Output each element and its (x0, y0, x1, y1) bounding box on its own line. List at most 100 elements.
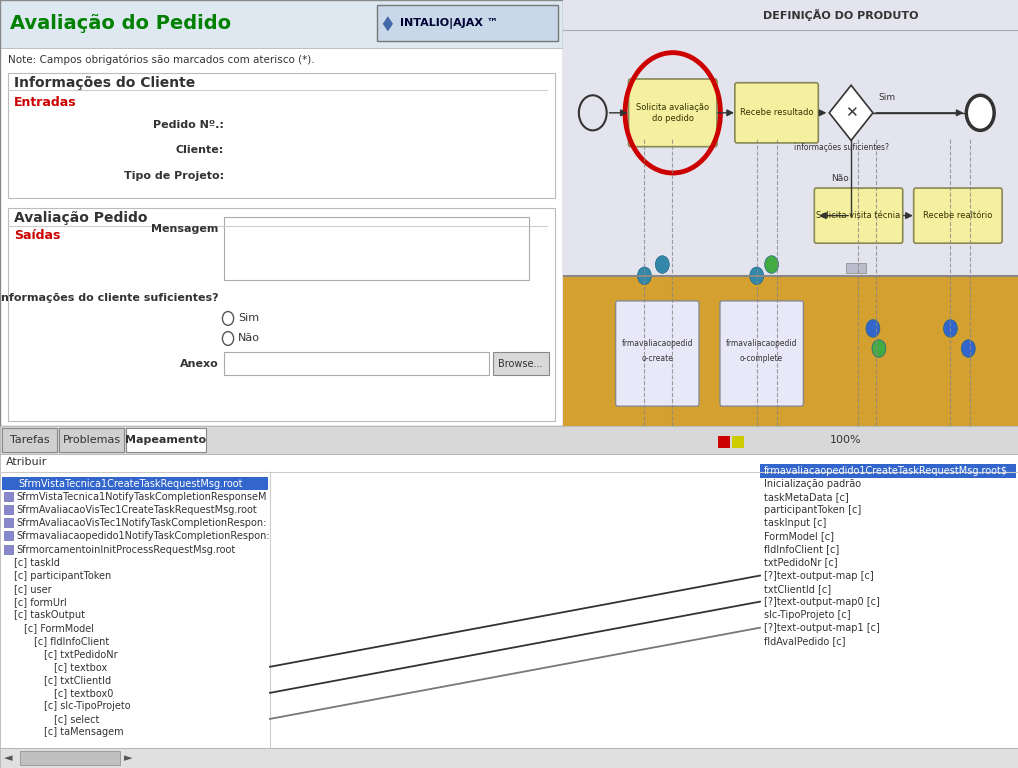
Text: fldAvalPedido [c]: fldAvalPedido [c] (764, 636, 846, 646)
Circle shape (944, 319, 957, 337)
Text: DEFINIÇÃO DO PRODUTO: DEFINIÇÃO DO PRODUTO (764, 9, 919, 21)
Text: Saídas: Saídas (14, 229, 61, 242)
Text: [c] taMensagem: [c] taMensagem (44, 727, 123, 737)
Text: [c] FormModel: [c] FormModel (24, 623, 94, 633)
Text: [c] taskId: [c] taskId (14, 558, 60, 568)
Text: [c] textbox0: [c] textbox0 (54, 688, 113, 698)
FancyBboxPatch shape (126, 429, 206, 452)
Text: SfrmAvaliacaoVisTec1NotifyTaskCompletionRespon:: SfrmAvaliacaoVisTec1NotifyTaskCompletion… (16, 518, 267, 528)
FancyBboxPatch shape (4, 492, 13, 502)
Text: [c] select: [c] select (54, 714, 100, 724)
FancyBboxPatch shape (814, 188, 903, 243)
FancyBboxPatch shape (59, 429, 124, 452)
Circle shape (749, 267, 764, 285)
Text: FormModel [c]: FormModel [c] (764, 531, 834, 541)
FancyBboxPatch shape (4, 518, 13, 528)
FancyBboxPatch shape (563, 276, 1018, 426)
FancyBboxPatch shape (0, 426, 1018, 455)
Text: Anexo: Anexo (180, 359, 219, 369)
FancyBboxPatch shape (493, 353, 549, 375)
Text: txtPedidoNr [c]: txtPedidoNr [c] (764, 558, 838, 568)
Polygon shape (383, 16, 393, 31)
FancyBboxPatch shape (628, 79, 717, 147)
FancyBboxPatch shape (735, 83, 818, 143)
FancyBboxPatch shape (0, 426, 1018, 768)
FancyBboxPatch shape (0, 0, 563, 48)
FancyBboxPatch shape (2, 429, 57, 452)
Text: fldInfoClient [c]: fldInfoClient [c] (764, 545, 839, 554)
Text: frmavaliacaopedido1CreateTaskRequestMsg.root$: frmavaliacaopedido1CreateTaskRequestMsg.… (764, 466, 1008, 476)
Text: [c] slc-TipoProjeto: [c] slc-TipoProjeto (44, 701, 130, 711)
Text: Entradas: Entradas (14, 96, 77, 109)
Text: slc-TipoProjeto [c]: slc-TipoProjeto [c] (764, 610, 851, 620)
Text: SfrmorcamentoinInitProcessRequestMsg.root: SfrmorcamentoinInitProcessRequestMsg.roo… (16, 545, 235, 554)
FancyBboxPatch shape (8, 73, 555, 198)
Text: [c] textbox: [c] textbox (54, 662, 107, 672)
Text: Problemas: Problemas (62, 435, 120, 445)
FancyBboxPatch shape (4, 505, 13, 515)
FancyBboxPatch shape (846, 263, 866, 273)
FancyBboxPatch shape (224, 217, 529, 280)
Text: Informações do cliente suficientes?: Informações do cliente suficientes? (0, 293, 219, 303)
Text: o-complete: o-complete (740, 354, 783, 363)
Text: participantToken [c]: participantToken [c] (764, 505, 861, 515)
Circle shape (765, 256, 779, 273)
FancyBboxPatch shape (914, 188, 1002, 243)
Circle shape (866, 319, 880, 337)
Text: Avaliação Pedido: Avaliação Pedido (14, 211, 148, 225)
FancyBboxPatch shape (4, 531, 13, 541)
Text: o-create: o-create (641, 354, 673, 363)
Text: Informações do Cliente: Informações do Cliente (14, 76, 195, 90)
Text: txtClientId [c]: txtClientId [c] (764, 584, 831, 594)
Text: Note: Campos obrigatórios são marcados com aterisco (*).: Note: Campos obrigatórios são marcados c… (8, 55, 315, 65)
Text: Atribuir: Atribuir (6, 457, 48, 467)
Text: [?]text-output-map0 [c]: [?]text-output-map0 [c] (764, 597, 880, 607)
FancyBboxPatch shape (563, 0, 1018, 276)
FancyBboxPatch shape (718, 436, 730, 449)
FancyBboxPatch shape (732, 436, 744, 449)
Text: taskInput [c]: taskInput [c] (764, 518, 827, 528)
Text: ◄: ◄ (4, 753, 12, 763)
Text: informações suficientes?: informações suficientes? (794, 144, 889, 152)
FancyBboxPatch shape (0, 748, 1018, 768)
Text: Browse...: Browse... (498, 359, 543, 369)
Text: frmavaliacaopedid: frmavaliacaopedid (622, 339, 693, 348)
Text: ►: ► (124, 753, 132, 763)
Text: Não: Não (832, 174, 849, 183)
Text: [c] taskOutput: [c] taskOutput (14, 610, 84, 620)
Text: Pedido Nº.:: Pedido Nº.: (153, 121, 224, 131)
Text: frmavaliacaopedid: frmavaliacaopedid (726, 339, 797, 348)
Circle shape (656, 256, 669, 273)
Text: Tarefas: Tarefas (10, 435, 49, 445)
Text: Solicita avaliação
do pedido: Solicita avaliação do pedido (636, 103, 710, 123)
FancyBboxPatch shape (377, 5, 558, 41)
Text: Não: Não (238, 333, 261, 343)
Text: taskMetaData [c]: taskMetaData [c] (764, 492, 849, 502)
Text: Mapeamento: Mapeamento (125, 435, 207, 445)
Text: INTALIO|AJAX ™: INTALIO|AJAX ™ (400, 18, 498, 29)
FancyBboxPatch shape (616, 301, 699, 406)
Text: [c] txtClientId: [c] txtClientId (44, 675, 111, 685)
FancyBboxPatch shape (20, 751, 120, 765)
Text: Cliente:: Cliente: (176, 145, 224, 155)
FancyBboxPatch shape (0, 455, 1018, 748)
FancyBboxPatch shape (563, 0, 1018, 426)
Text: Inicialização padrão: Inicialização padrão (764, 479, 861, 489)
Text: SfrmVistaTecnica1NotifyTaskCompletionResponseM: SfrmVistaTecnica1NotifyTaskCompletionRes… (16, 492, 267, 502)
FancyBboxPatch shape (224, 353, 489, 375)
FancyBboxPatch shape (760, 465, 1016, 478)
Text: [c] txtPedidoNr: [c] txtPedidoNr (44, 649, 118, 659)
FancyBboxPatch shape (4, 545, 13, 554)
Text: [?]text-output-map [c]: [?]text-output-map [c] (764, 571, 873, 581)
FancyBboxPatch shape (8, 208, 555, 421)
Text: Solicita visita técnia: Solicita visita técnia (816, 211, 901, 220)
Circle shape (637, 267, 652, 285)
Circle shape (966, 95, 995, 131)
FancyBboxPatch shape (2, 478, 268, 491)
Polygon shape (830, 85, 873, 141)
Text: Avaliação do Pedido: Avaliação do Pedido (10, 15, 231, 33)
Text: Sim: Sim (238, 313, 260, 323)
FancyBboxPatch shape (0, 0, 563, 426)
Text: ✕: ✕ (845, 105, 857, 121)
Text: [c] participantToken: [c] participantToken (14, 571, 111, 581)
